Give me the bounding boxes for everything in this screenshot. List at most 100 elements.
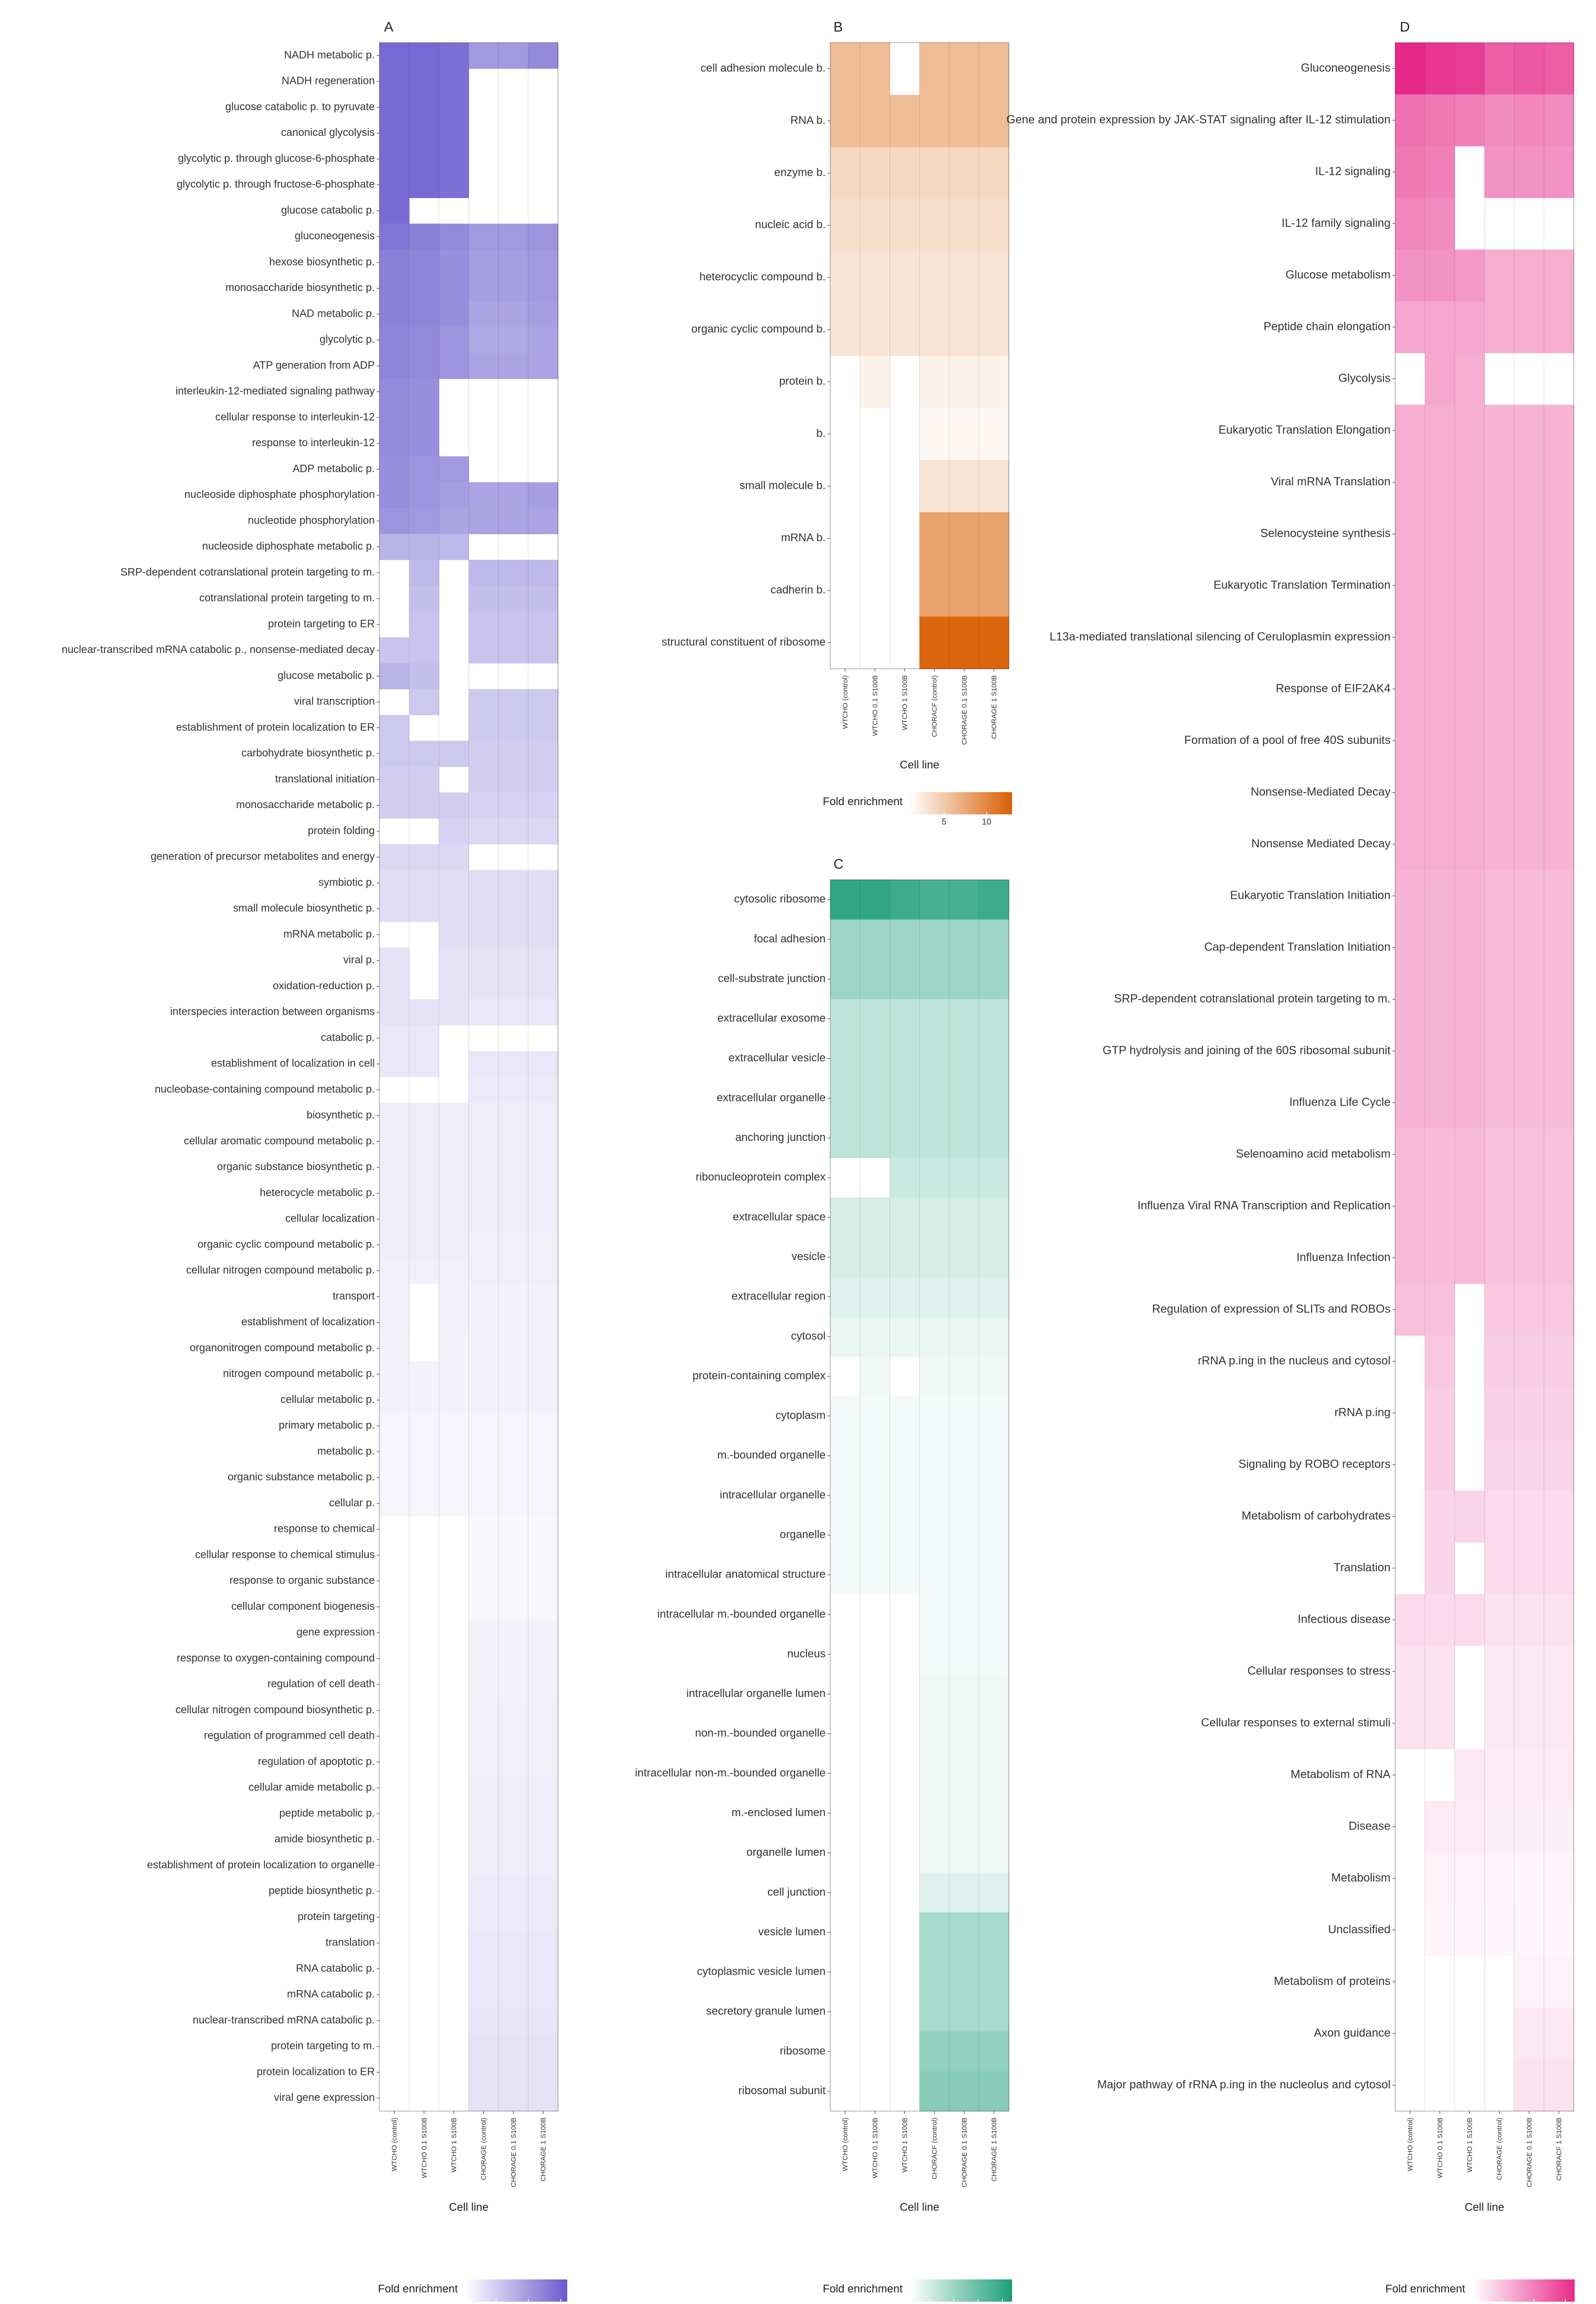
column-label: CHORAGE 0.1 S100B [1525,2118,1533,2187]
heatmap-cell [439,1102,469,1129]
heatmap-cell [528,2008,558,2034]
heatmap-cell [439,792,469,819]
heatmap-cell [1544,1801,1574,1853]
heatmap-cell [1425,560,1455,612]
heatmap-cell [949,147,980,200]
row-label-il-12-family-signaling: IL-12 family signaling [1282,217,1391,230]
heatmap-cell [528,1439,558,1465]
heatmap-cell [830,880,860,920]
heatmap-cell [979,1754,1009,1794]
heatmap-cell [528,1154,558,1181]
heatmap-cell [890,1317,920,1357]
heatmap-cell [1455,301,1485,353]
row-label-mrna-metabolic-p: mRNA metabolic p. [283,928,375,940]
row-label-nucleotide-phosphorylation: nucleotide phosphorylation [248,514,375,526]
heatmap-cell [468,715,499,741]
heatmap-cell [498,1645,529,1672]
heatmap-cell [1514,818,1545,870]
heatmap-cell [498,896,529,922]
row-label-amide-biosynthetic-p: amide biosynthetic p. [275,1833,375,1845]
heatmap-cell [949,1754,980,1794]
heatmap-cell [860,1118,890,1158]
row-label-signaling-by-robo-receptors: Signaling by ROBO receptors [1238,1458,1391,1471]
heatmap-cell [1514,1335,1545,1388]
heatmap-cell [1425,301,1455,353]
heatmap-cell [919,1912,950,1953]
heatmap-cell [528,1542,558,1568]
row-label-cell-substrate-junction: cell-substrate junction [718,972,826,985]
heatmap-cell [1544,611,1574,664]
heatmap-cell [528,1697,558,1724]
heatmap-cell [468,1775,499,1801]
heatmap-cell [1514,1645,1545,1698]
heatmap-cell [528,611,558,638]
heatmap-cell [409,94,439,121]
heatmap-cell [1544,2059,1574,2112]
heatmap-cell [979,1317,1009,1357]
heatmap-cell [919,512,950,565]
heatmap-cell [468,1413,499,1440]
heatmap-cell [409,1258,439,1284]
heatmap-cell [890,1118,920,1158]
x-axis-title: Cell line [900,759,939,771]
heatmap-cell [1395,1077,1425,1129]
heatmap-cell [1455,1904,1485,1957]
heatmap-cell [1484,663,1515,716]
heatmap-cell [409,146,439,173]
heatmap-cell [409,508,439,534]
heatmap-cell [528,1413,558,1440]
heatmap-cell [498,1775,529,1801]
heatmap-cell [498,818,529,845]
heatmap-cell [409,1154,439,1181]
heatmap-cell [1395,301,1425,353]
heatmap-cell [1395,146,1425,198]
heatmap-cell [468,1516,499,1543]
heatmap-cell [949,1277,980,1317]
row-label-cytoplasmic-vesicle-lumen: cytoplasmic vesicle lumen [697,1965,826,1978]
heatmap-cell [439,1206,469,1233]
row-label-cellular-responses-to-external-stimuli: Cellular responses to external stimuli [1201,1716,1391,1729]
heatmap-cell [379,896,410,922]
heatmap-cell [919,1515,950,1555]
heatmap-cell [1514,922,1545,974]
heatmap-cell [468,301,499,327]
heatmap-cell [1455,1852,1485,1905]
row-label-influenza-infection: Influenza Infection [1296,1251,1391,1264]
heatmap-cell [498,870,529,896]
row-label-intracellular-non-m-bounded-organelle: intracellular non-m.-bounded organelle [635,1766,826,1779]
panel-title: B [833,19,843,35]
row-label-peptide-biosynthetic-p: peptide biosynthetic p. [269,1884,375,1896]
heatmap-cell [498,1258,529,1284]
row-label-extracellular-exosome: extracellular exosome [718,1012,826,1024]
row-label-extracellular-space: extracellular space [733,1210,826,1223]
heatmap-cell [1484,1542,1515,1594]
heatmap-cell [890,1078,920,1119]
heatmap-cell [1514,1491,1545,1543]
heatmap-cell [860,1078,890,1119]
heatmap-cell [1484,146,1515,198]
heatmap-cell [528,353,558,379]
row-label-response-to-chemical: response to chemical [274,1523,375,1535]
heatmap-cell [1484,1904,1515,1957]
heatmap-cell [409,1465,439,1491]
heatmap-cell [528,973,558,1000]
heatmap-cell [919,1078,950,1119]
heatmap-cell [379,947,410,974]
heatmap-cell [468,1361,499,1388]
row-label-glycolysis: Glycolysis [1338,371,1391,384]
row-label-extracellular-organelle: extracellular organelle [717,1091,826,1104]
heatmap-cell [498,560,529,586]
heatmap-cell [860,1356,890,1396]
heatmap-cell [498,1232,529,1258]
legend-title: Fold enrichment [823,2283,903,2295]
row-label-nucleobase-containing-compound-metabolic-p: nucleobase-containing compound metabolic… [155,1083,375,1095]
heatmap-cell [468,353,499,379]
heatmap-cell [498,1180,529,1207]
row-label-carbohydrate-biosynthetic-p: carbohydrate biosynthetic p. [241,747,375,759]
heatmap-cell [919,303,950,356]
row-label-cotranslational-protein-targeting-to-m: cotranslational protein targeting to m. [199,592,375,604]
heatmap-cell [830,1436,860,1476]
heatmap-cell [409,1180,439,1207]
heatmap-cell [1395,611,1425,664]
row-label-establishment-of-localization-in-cell: establishment of localization in cell [211,1057,375,1069]
